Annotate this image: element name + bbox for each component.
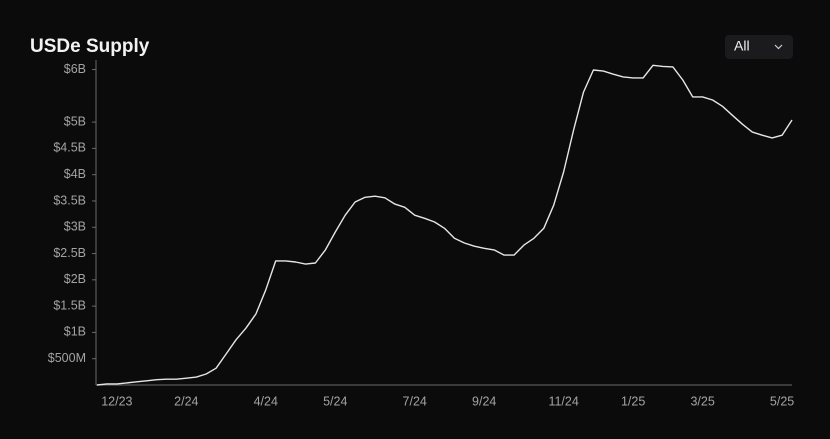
series-line bbox=[96, 64, 793, 386]
dropdown-label[interactable]: All bbox=[734, 38, 750, 54]
y-tick-label: $1.5B bbox=[53, 298, 86, 312]
range-dropdown[interactable]: All bbox=[725, 35, 793, 59]
x-tick-label: 5/24 bbox=[323, 394, 347, 408]
x-tick-label: 9/24 bbox=[472, 394, 496, 408]
x-tick-label: 11/24 bbox=[548, 394, 578, 408]
y-tick-label: $2B bbox=[64, 272, 86, 286]
y-tick-label: $6B bbox=[64, 62, 86, 76]
x-tick-label: 1/25 bbox=[621, 394, 645, 408]
dropdown-box[interactable] bbox=[725, 35, 793, 59]
y-tick-label: $3B bbox=[64, 220, 86, 234]
x-tick-label: 2/24 bbox=[174, 394, 198, 408]
y-tick-label: $4B bbox=[64, 167, 86, 181]
y-tick-label: $5B bbox=[64, 114, 86, 128]
chart-title: USDe Supply bbox=[30, 36, 150, 57]
x-tick-label: 7/24 bbox=[403, 394, 427, 408]
x-tick-label: 4/24 bbox=[254, 394, 278, 408]
x-tick-label: 3/25 bbox=[690, 394, 714, 408]
x-tick-label: 5/25 bbox=[770, 394, 794, 408]
y-tick-label: $2.5B bbox=[53, 246, 86, 260]
dropdown-chevron[interactable] bbox=[774, 44, 783, 50]
x-tick-label: 12/23 bbox=[101, 394, 132, 408]
y-tick-label: $4.5B bbox=[53, 141, 86, 155]
y-tick-label: $3.5B bbox=[53, 193, 86, 207]
y-tick-label: $1B bbox=[64, 325, 86, 339]
y-tick-label: $500M bbox=[48, 351, 86, 365]
